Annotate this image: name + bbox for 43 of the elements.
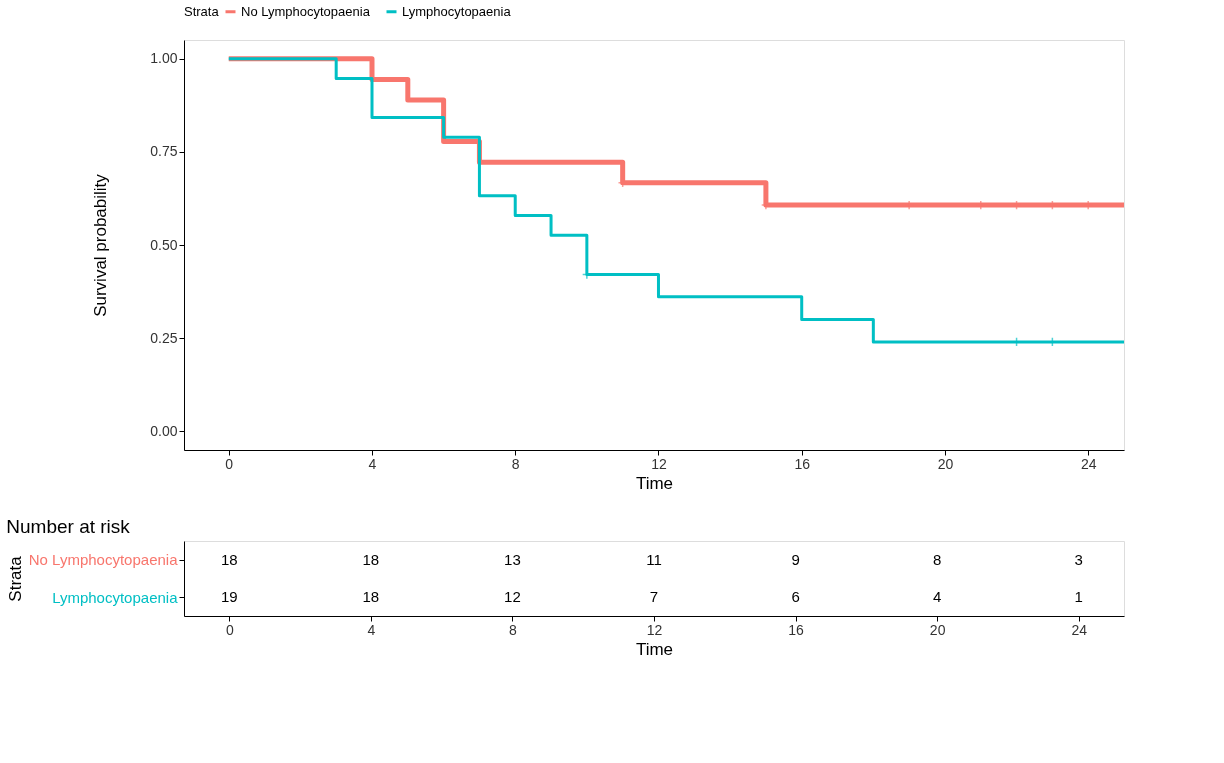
y-tick-label: 0.00 [150,422,178,439]
data-label: 8 [932,550,942,568]
x-tick-label: 16 [788,621,805,638]
legend-label: No Lymphocytopaenia [241,3,371,19]
data-label: 6 [791,588,800,606]
x-tick-label: 24 [1080,455,1097,472]
data-label: 9 [791,550,800,568]
x-tick-label: 4 [368,455,377,472]
data-label: 7 [649,588,659,606]
x-axis-title: Time [635,473,674,493]
x-tick-label: 20 [929,621,946,638]
y-tick-label: 0.25 [150,329,178,346]
chart-title: Number at risk [6,516,131,537]
y-axis-title: Survival probability [91,173,111,317]
x-tick-label: 0 [225,621,234,638]
x-tick-label: 24 [1071,621,1088,638]
x-tick-label: 16 [794,455,811,472]
y-tick-label: 0.75 [150,143,178,160]
data-label: 12 [504,588,521,606]
legend-label: Lymphocytopaenia [402,3,512,19]
x-tick-label: 20 [937,455,954,472]
data-label: 18 [362,588,380,606]
y-tick-label: Lymphocytopaenia [52,588,179,606]
x-tick-label: 4 [367,621,376,638]
legend-title: Strata [184,4,220,19]
data-label: 18 [220,550,238,568]
data-label: 4 [932,588,942,606]
data-label: 1 [1074,588,1083,606]
data-label: 19 [220,588,238,606]
x-tick-label: 12 [651,455,667,472]
data-label: 13 [504,550,521,568]
x-axis-title: Time [635,639,674,659]
y-axis-title: Strata [5,555,25,602]
y-tick-label: No Lymphocytopaenia [28,551,179,569]
data-label: 3 [1074,550,1083,568]
x-tick-label: 8 [509,621,518,638]
y-tick-label: 1.00 [150,50,178,67]
y-tick-label: 0.50 [150,236,178,253]
x-tick-label: 8 [511,455,520,472]
x-tick-label: 12 [646,621,663,638]
x-tick-label: 0 [225,455,234,472]
data-label: 18 [362,550,380,568]
data-label: 11 [646,550,662,568]
